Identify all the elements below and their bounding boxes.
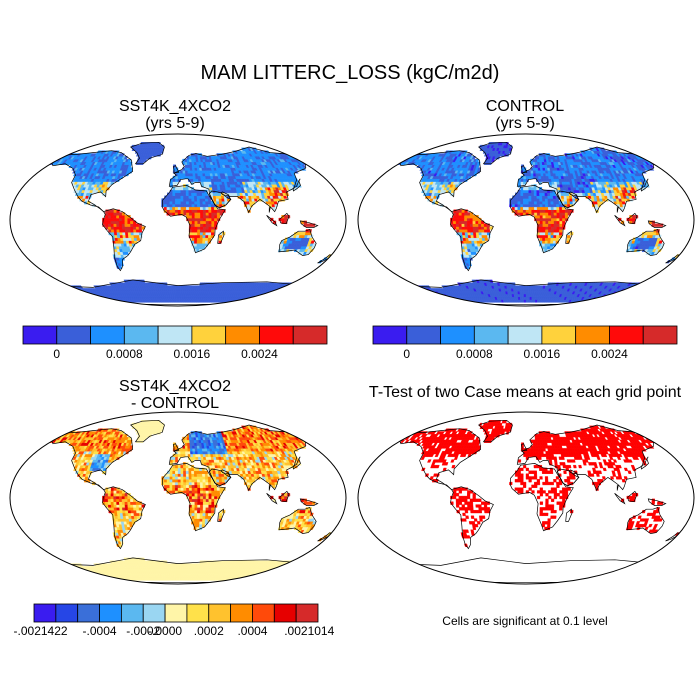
map-case <box>9 133 347 307</box>
colorbar-tick-label: -.0021422 <box>13 624 68 638</box>
colorbar-swatch <box>507 325 543 345</box>
colorbar-tick-label: 0 <box>403 347 411 361</box>
colorbar-case-labels: 0 0.0008 0.0016 0.0024 <box>22 347 328 361</box>
colorbar-tick-label: .0002 <box>193 624 224 638</box>
panel-title-diff-line1: SST4K_4XCO2 <box>118 378 232 395</box>
colorbar-tick-label: 0.0016 <box>523 347 561 361</box>
panel-title-ttest-line1: T-Test of two Case means at each grid po… <box>368 384 682 401</box>
map-control <box>357 133 695 307</box>
colorbar-swatch <box>225 325 260 345</box>
colorbar-swatch <box>56 325 91 345</box>
colorbar-tick-label: 0 <box>53 347 61 361</box>
colorbar-swatch <box>120 603 144 623</box>
colorbar-diff-labels: -.0021422 -.0004 -.0002 -.0000 .0002 .0004 .00… <box>14 624 335 638</box>
colorbar-tick-label: 0.0008 <box>455 347 493 361</box>
colorbar-swatch <box>208 603 232 623</box>
panel-title-diff: SST4K_4XCO2 - CONTROL <box>60 378 290 412</box>
panel-title-control: CONTROL (yrs 5-9) <box>410 98 640 132</box>
panel-title-ttest: T-Test of two Case means at each grid po… <box>355 384 695 401</box>
panel-title-control-line1: CONTROL <box>485 98 565 115</box>
colorbar-tick-label: .0021014 <box>284 624 335 638</box>
colorbar-swatch <box>230 603 253 623</box>
colorbar-swatch <box>609 325 644 345</box>
colorbar-control-labels: 0 0.0008 0.0016 0.0024 <box>372 347 678 361</box>
panel-title-control-line2: (yrs 5-9) <box>495 115 555 132</box>
colorbar-swatch <box>541 325 577 345</box>
colorbar-swatch <box>22 325 58 345</box>
panel-title-diff-line2: - CONTROL <box>131 395 219 412</box>
figure-title: MAM LITTERC_LOSS (kgC/m2d) <box>200 62 500 84</box>
colorbar-swatch <box>372 325 408 345</box>
map-ttest <box>357 411 695 585</box>
panel-title-case-line2: (yrs 5-9) <box>145 115 205 132</box>
colorbar-swatch <box>142 603 166 623</box>
colorbar-diff <box>33 603 319 623</box>
colorbar-swatch <box>575 325 610 345</box>
significance-note: Cells are significant at 0.1 level <box>442 614 608 628</box>
colorbar-control <box>372 325 678 345</box>
colorbar-tick-label: -.0004 <box>82 624 117 638</box>
colorbar-swatch <box>186 603 210 623</box>
colorbar-tick-label: 0.0008 <box>105 347 143 361</box>
colorbar-swatch <box>252 603 275 623</box>
colorbar-swatch <box>473 325 509 345</box>
panel-title-case: SST4K_4XCO2 (yrs 5-9) <box>60 98 290 132</box>
colorbar-swatch <box>259 325 294 345</box>
colorbar-swatch <box>157 325 193 345</box>
colorbar-swatch <box>295 603 319 623</box>
colorbar-swatch <box>123 325 159 345</box>
colorbar-swatch <box>77 603 100 623</box>
colorbar-swatch <box>406 325 441 345</box>
colorbar-swatch <box>90 325 125 345</box>
colorbar-tick-label: -.0000 <box>148 624 183 638</box>
colorbar-tick-label: .0004 <box>237 624 268 638</box>
colorbar-swatch <box>55 603 79 623</box>
panel-title-case-line1: SST4K_4XCO2 <box>118 98 232 115</box>
colorbar-tick-label: 0.0024 <box>591 347 628 361</box>
colorbar-swatch <box>164 603 188 623</box>
colorbar-swatch <box>99 603 122 623</box>
colorbar-tick-label: -.0002 <box>126 624 161 638</box>
colorbar-swatch <box>273 603 297 623</box>
colorbar-swatch <box>642 325 678 345</box>
colorbar-swatch <box>191 325 227 345</box>
colorbar-swatch <box>33 603 57 623</box>
map-diff <box>9 411 347 585</box>
colorbar-tick-label: 0.0024 <box>241 347 278 361</box>
colorbar-case <box>22 325 328 345</box>
colorbar-swatch <box>440 325 475 345</box>
colorbar-tick-label: 0.0016 <box>173 347 211 361</box>
colorbar-swatch <box>292 325 328 345</box>
